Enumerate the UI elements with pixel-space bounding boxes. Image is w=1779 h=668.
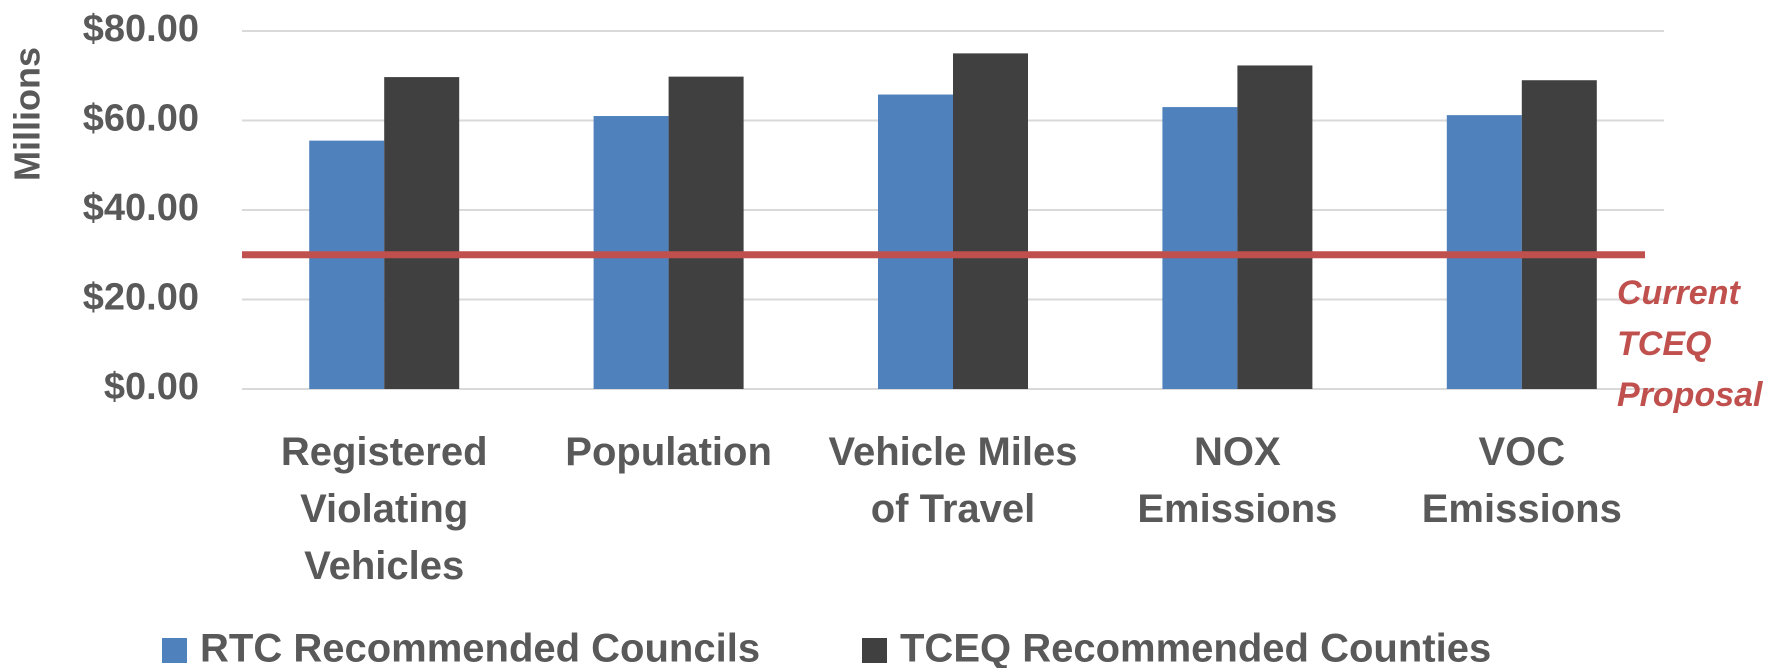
bar	[878, 94, 953, 390]
x-tick-label: Population	[565, 430, 772, 474]
y-tick-label: $40.00	[83, 187, 199, 229]
legend-label: TCEQ Recommended Counties	[900, 627, 1491, 668]
legend-label: RTC Recommended Councils	[200, 627, 760, 668]
y-tick-label: $80.00	[83, 8, 199, 50]
x-tick-label: Registered Violating Vehicles	[280, 430, 488, 588]
y-tick-label: $20.00	[83, 277, 199, 319]
reference-label: Current TCEQ Proposal	[1617, 274, 1763, 414]
legend-swatch	[862, 638, 887, 663]
x-tick-label: Vehicle Miles of Travel	[828, 430, 1078, 531]
y-tick-label: $60.00	[83, 98, 199, 140]
legend-swatch	[162, 638, 187, 663]
x-tick-label: VOC Emissions	[1421, 430, 1622, 531]
y-tick-label: $0.00	[104, 366, 199, 408]
bar	[1521, 80, 1597, 389]
bar	[953, 53, 1028, 389]
bar	[1237, 65, 1313, 390]
x-tick-label: NOX Emissions	[1137, 430, 1338, 531]
bar	[309, 140, 385, 389]
bar	[1162, 107, 1238, 389]
y-axis-label: Millions	[7, 47, 48, 181]
bar	[668, 76, 744, 390]
bar	[384, 77, 460, 389]
